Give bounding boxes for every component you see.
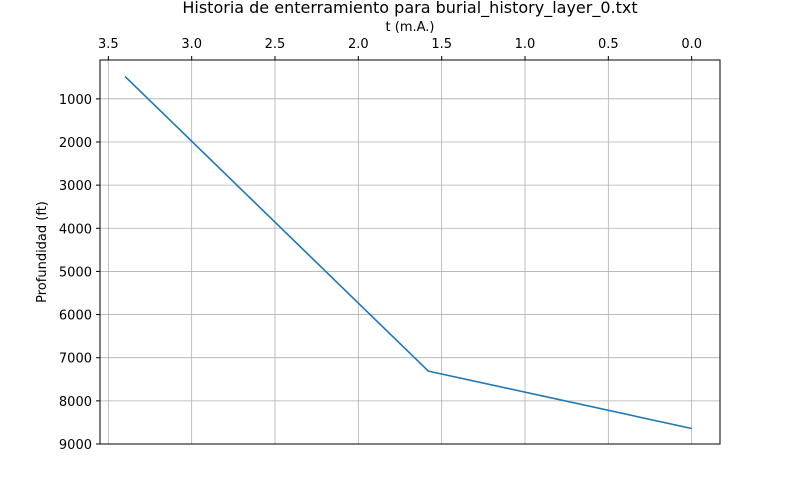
- y-tick-label: 9000: [59, 438, 92, 453]
- burial-history-line: [124, 75, 692, 430]
- y-tick-label: 3000: [59, 179, 92, 194]
- y-tick-label: 2000: [59, 136, 92, 151]
- x-tick-label: 2.0: [348, 37, 369, 52]
- x-axis-title: t (m.A.): [386, 20, 435, 35]
- y-tick-label: 4000: [59, 222, 92, 237]
- series-layer: [124, 75, 692, 430]
- y-tick-label: 5000: [59, 265, 92, 280]
- x-tick-label: 3.5: [98, 37, 119, 52]
- x-tick-label: 3.0: [181, 37, 202, 52]
- chart-title: Historia de enterramiento para burial_hi…: [182, 0, 637, 18]
- plot-frame: [99, 59, 721, 445]
- axis-ticks: 3.5 3.0 2.5 2.0 1.5 1.0 0.5 0.0 1000 2000 3000 4000…: [59, 37, 702, 453]
- x-tick-label: 0.5: [598, 37, 619, 52]
- x-tick-label: 1.0: [515, 37, 536, 52]
- y-tick-label: 7000: [59, 352, 92, 367]
- y-axis-title: Profundidad (ft): [35, 201, 50, 303]
- y-tick-label: 6000: [59, 309, 92, 324]
- y-tick-label: 1000: [59, 93, 92, 108]
- x-tick-label: 0.0: [681, 37, 702, 52]
- x-tick-label: 2.5: [265, 37, 286, 52]
- grid-lines: [100, 60, 720, 445]
- y-tick-label: 8000: [59, 395, 92, 410]
- x-tick-label: 1.5: [431, 37, 452, 52]
